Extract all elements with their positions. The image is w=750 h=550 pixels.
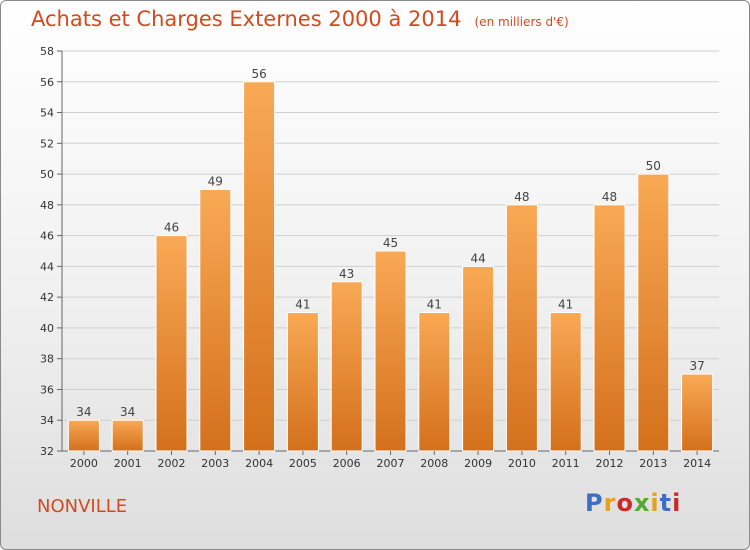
x-tick-label: 2014 <box>683 457 711 470</box>
y-tick-label: 48 <box>40 199 54 212</box>
x-tick-label: 2013 <box>639 457 667 470</box>
data-label: 41 <box>427 298 442 312</box>
data-label: 41 <box>295 298 310 312</box>
x-tick-label: 2008 <box>420 457 448 470</box>
y-tick-label: 46 <box>40 230 54 243</box>
proxiti-logo: Proxiti <box>585 489 681 517</box>
data-label: 56 <box>251 67 266 81</box>
x-tick-label: 2007 <box>377 457 405 470</box>
x-tick-label: 2002 <box>158 457 186 470</box>
data-label: 48 <box>602 190 617 204</box>
bar <box>593 204 626 452</box>
bar <box>549 312 582 452</box>
data-label: 37 <box>689 359 704 373</box>
data-label: 43 <box>339 267 354 281</box>
x-tick-label: 2012 <box>596 457 624 470</box>
bar <box>374 250 407 452</box>
x-tick-label: 2000 <box>70 457 98 470</box>
chart-subtitle: (en milliers d'€) <box>474 15 569 29</box>
data-label: 46 <box>164 221 179 235</box>
bar <box>637 173 670 452</box>
data-label: 44 <box>470 251 485 265</box>
bar <box>155 235 188 452</box>
y-tick-label: 54 <box>40 107 54 120</box>
x-tick-label: 2011 <box>552 457 580 470</box>
bar <box>243 81 276 452</box>
logo-letter: t <box>659 489 673 517</box>
x-tick-label: 2005 <box>289 457 317 470</box>
y-tick-label: 40 <box>40 322 54 335</box>
bar <box>111 419 144 452</box>
chart-title: Achats et Charges Externes 2000 à 2014 <box>31 7 462 31</box>
bar <box>418 312 451 452</box>
logo-letter: i <box>672 489 682 517</box>
y-tick-label: 38 <box>40 353 54 366</box>
y-tick-label: 52 <box>40 137 54 150</box>
x-tick-label: 2010 <box>508 457 536 470</box>
y-tick-label: 36 <box>40 383 54 396</box>
data-label: 45 <box>383 236 398 250</box>
data-label: 50 <box>646 159 661 173</box>
logo-letter: P <box>585 489 604 517</box>
y-tick-label: 34 <box>40 414 54 427</box>
town-name: NONVILLE <box>37 496 128 517</box>
logo-letter: r <box>603 489 617 517</box>
x-tick-label: 2006 <box>333 457 361 470</box>
data-label: 34 <box>76 405 91 419</box>
y-tick-label: 58 <box>40 45 54 58</box>
y-tick-label: 56 <box>40 76 54 89</box>
data-label: 48 <box>514 190 529 204</box>
data-label: 49 <box>208 174 223 188</box>
logo-letter: i <box>650 489 660 517</box>
bar <box>505 204 538 452</box>
logo-letter: o <box>616 489 634 517</box>
x-tick-label: 2009 <box>464 457 492 470</box>
y-tick-label: 50 <box>40 168 54 181</box>
bar <box>462 265 495 452</box>
y-tick-label: 44 <box>40 260 54 273</box>
bar <box>199 188 232 452</box>
title-row: Achats et Charges Externes 2000 à 2014 (… <box>31 7 569 31</box>
bar <box>67 419 100 452</box>
data-label: 34 <box>120 405 135 419</box>
data-label: 41 <box>558 298 573 312</box>
y-tick-label: 32 <box>40 445 54 458</box>
y-tick-label: 42 <box>40 291 54 304</box>
logo-letter: x <box>633 489 651 517</box>
x-tick-label: 2003 <box>201 457 229 470</box>
bar <box>330 281 363 452</box>
bar <box>681 373 714 452</box>
x-tick-label: 2001 <box>114 457 142 470</box>
x-tick-label: 2004 <box>245 457 273 470</box>
bar <box>286 312 319 452</box>
